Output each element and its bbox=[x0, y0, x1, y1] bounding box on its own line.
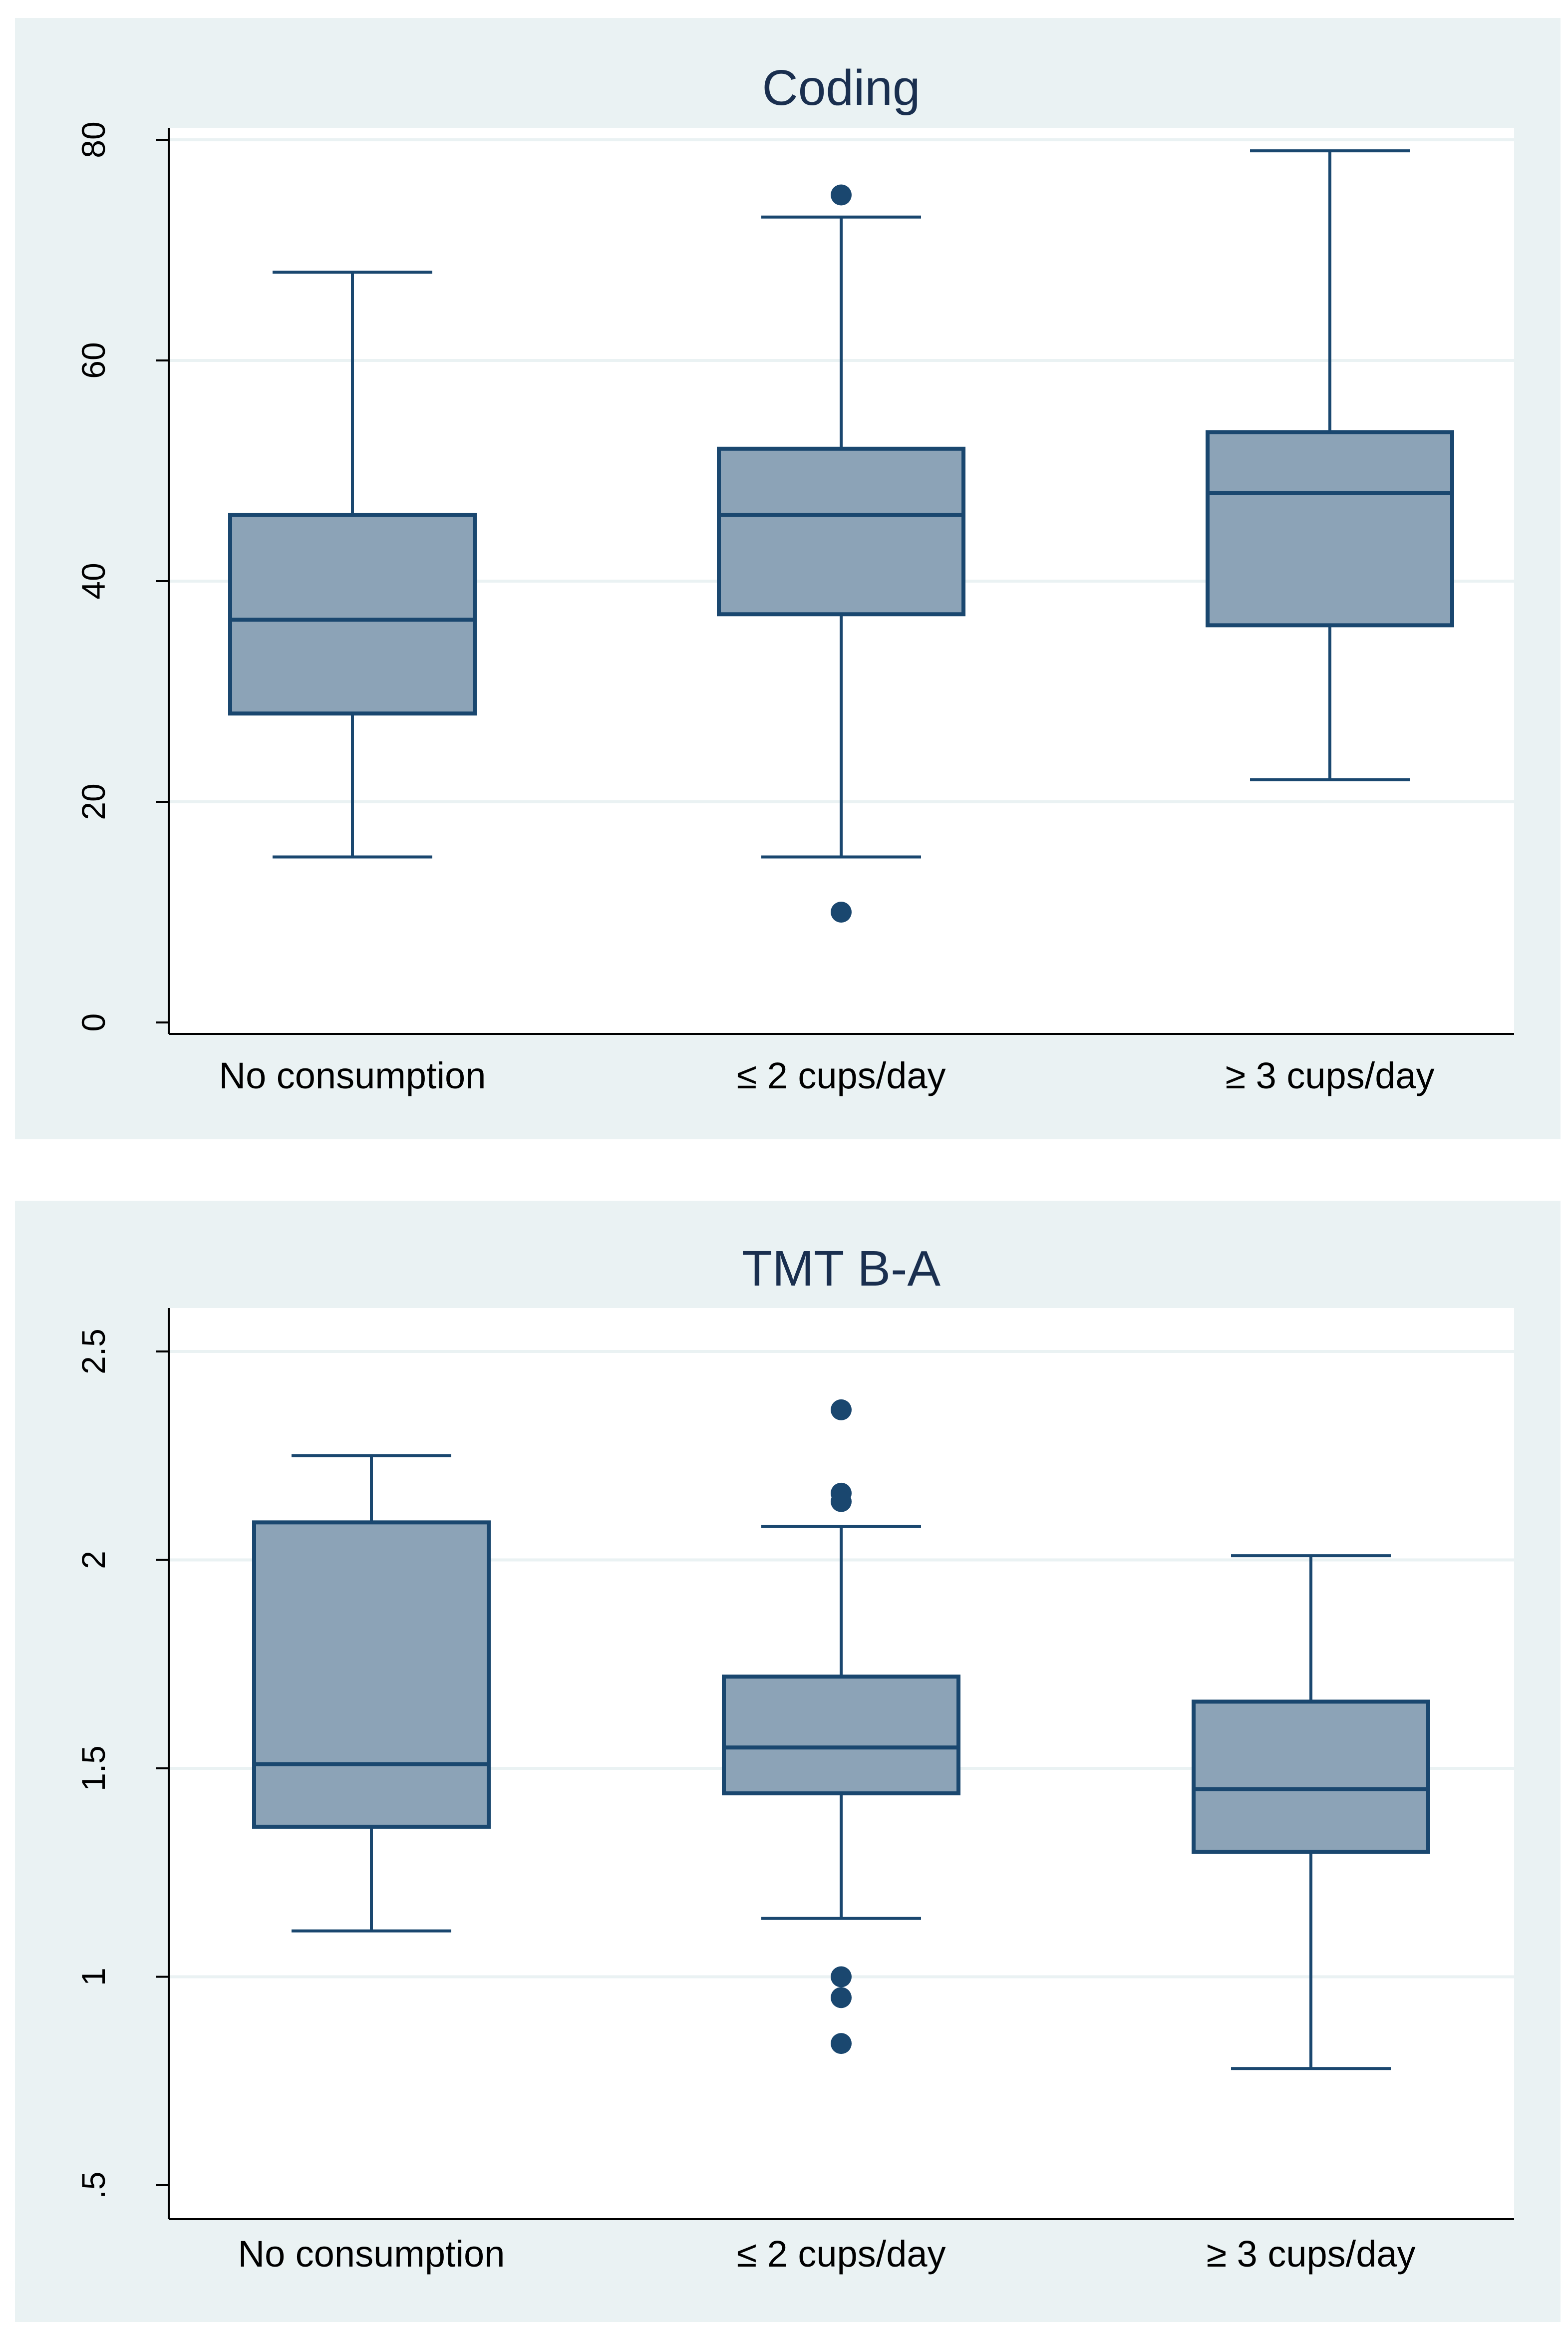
coding-ytick-label: 80 bbox=[75, 121, 112, 158]
tmt-panel: TMT B-A .5 1 1.5 2 2.5 No consumption ≤ 2 cu… bbox=[15, 1201, 1561, 2322]
outlier-point bbox=[831, 1399, 852, 1420]
coding-xtick-label-le-2-cups: ≤ 2 cups/day bbox=[736, 1055, 945, 1096]
coding-ytick-label: 60 bbox=[75, 342, 112, 378]
tmt-box-no-consumption bbox=[252, 1454, 491, 1933]
tmt-x-labels: No consumption ≤ 2 cups/day ≥ 3 cups/day bbox=[238, 2233, 1416, 2275]
tmt-ytick-label: .5 bbox=[75, 2171, 112, 2199]
coding-x-labels: No consumption ≤ 2 cups/day ≥ 3 cups/day bbox=[219, 1055, 1435, 1096]
coding-xtick-label-no-consumption: No consumption bbox=[219, 1055, 486, 1096]
coding-panel: Coding 0 20 40 60 80 No consumption ≤ 2 cups… bbox=[15, 18, 1561, 1139]
coding-box-ge-3-cups bbox=[1206, 149, 1454, 781]
tmt-boxes bbox=[252, 1399, 1430, 2070]
tmt-ytick-label: 1 bbox=[75, 1968, 112, 1986]
tmt-ytick-label: 1.5 bbox=[75, 1745, 112, 1791]
outlier-point bbox=[831, 1987, 852, 2008]
iqr-box bbox=[228, 513, 477, 716]
iqr-box bbox=[1206, 430, 1454, 628]
outlier-point bbox=[831, 1966, 852, 1988]
tmt-ytick-label: 2.5 bbox=[75, 1329, 112, 1374]
outlier-point bbox=[831, 2033, 852, 2054]
coding-boxes bbox=[228, 149, 1454, 923]
outlier-point bbox=[831, 902, 852, 923]
tmt-ytick-label: 2 bbox=[75, 1551, 112, 1569]
tmt-xtick-label-le-2-cups: ≤ 2 cups/day bbox=[736, 2233, 945, 2275]
tmt-box-le-2-cups bbox=[722, 1399, 960, 2054]
iqr-box bbox=[722, 1674, 960, 1796]
coding-box-le-2-cups bbox=[717, 184, 965, 923]
coding-xtick-label-ge-3-cups: ≥ 3 cups/day bbox=[1225, 1055, 1434, 1096]
coding-chart-title: Coding bbox=[762, 60, 921, 116]
tmt-xtick-label-no-consumption: No consumption bbox=[238, 2233, 505, 2275]
outlier-point bbox=[831, 184, 852, 206]
tmt-xtick-label-ge-3-cups: ≥ 3 cups/day bbox=[1206, 2233, 1415, 2275]
iqr-box bbox=[717, 446, 965, 617]
coding-y-ticks: 0 20 40 60 80 bbox=[75, 121, 169, 1031]
tmt-box-ge-3-cups bbox=[1192, 1554, 1430, 2070]
tmt-chart-title: TMT B-A bbox=[742, 1241, 941, 1297]
coding-box-no-consumption bbox=[228, 271, 477, 859]
iqr-box bbox=[252, 1520, 491, 1829]
outlier-point bbox=[831, 1491, 852, 1512]
coding-ytick-label: 40 bbox=[75, 563, 112, 599]
coding-ytick-label: 20 bbox=[75, 783, 112, 820]
tmt-y-ticks: .5 1 1.5 2 2.5 bbox=[75, 1329, 169, 2199]
coding-ytick-label: 0 bbox=[75, 1013, 112, 1032]
iqr-box bbox=[1192, 1699, 1430, 1854]
